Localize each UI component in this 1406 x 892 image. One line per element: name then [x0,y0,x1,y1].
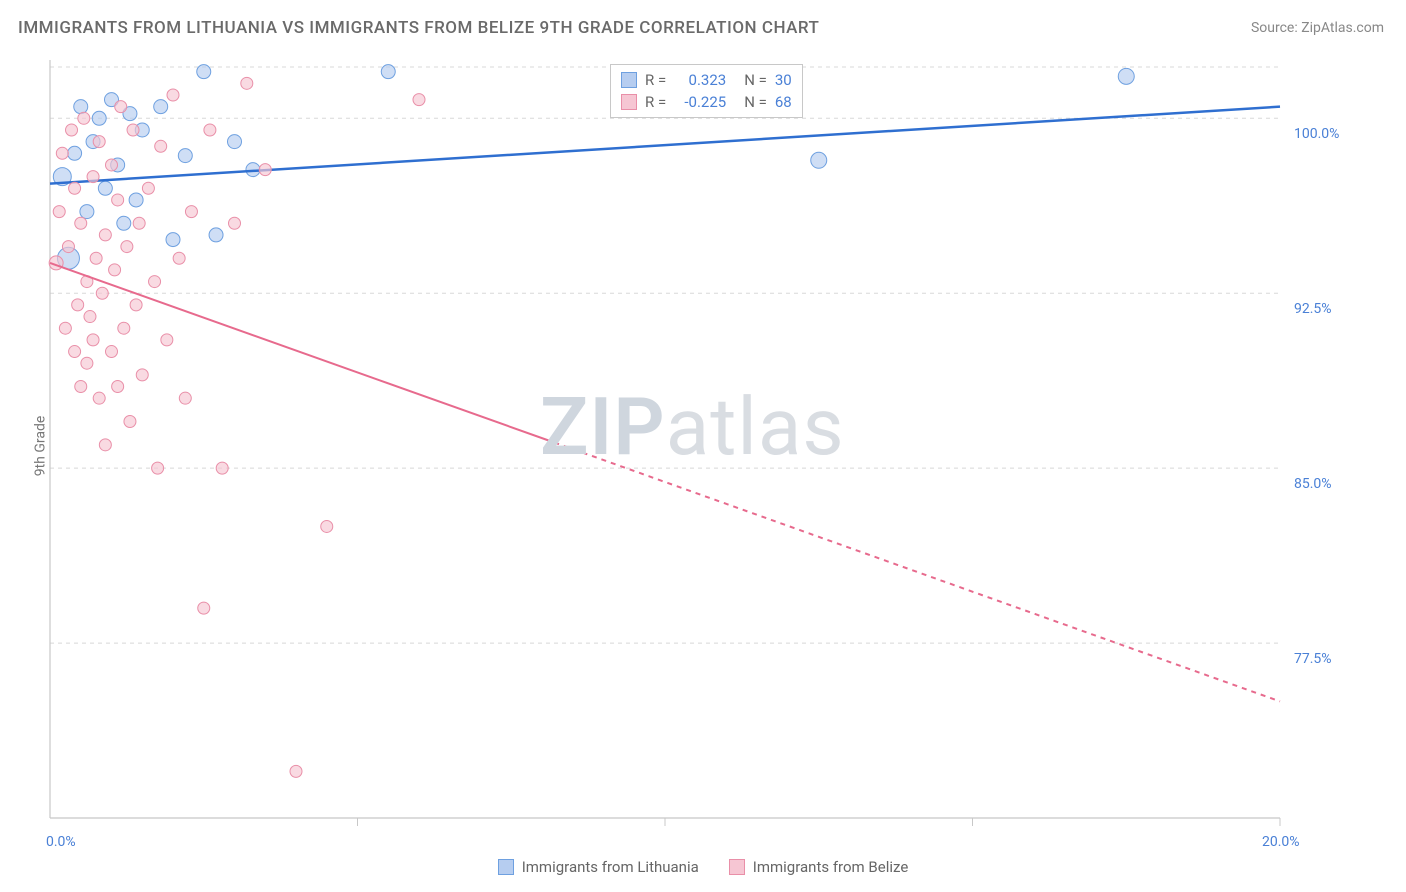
y-tick-label: 92.5% [1294,301,1332,317]
bottom-legend-item: Immigrants from Belize [729,858,909,876]
legend-n-value: 68 [775,93,792,111]
legend-swatch [621,72,637,88]
bottom-legend-label: Immigrants from Lithuania [522,858,699,876]
legend-r-label: R = [645,71,666,89]
legend-stats-box: R = 0.323 N = 30 R = -0.225 N = 68 [610,64,803,118]
bottom-legend-label: Immigrants from Belize [753,858,909,876]
legend-swatch [621,94,637,110]
legend-n-value: 30 [775,71,792,89]
scatter-plot-svg [50,60,1280,818]
legend-n-label: N = [744,71,767,89]
y-tick-label: 100.0% [1294,126,1339,142]
legend-r-value: 0.323 [674,71,726,89]
legend-swatch [498,859,514,875]
legend-n-label: N = [744,93,767,111]
plot-area: ZIPatlas R =0.323N =30R =-0.225N =68 77.… [50,60,1386,832]
source-label: Source: ZipAtlas.com [1251,20,1384,36]
x-tick-label: 20.0% [1262,834,1300,850]
y-tick-label: 77.5% [1294,651,1332,667]
legend-r-value: -0.225 [674,93,726,111]
legend-stats-row: R = -0.225 N = 68 [621,91,792,113]
bottom-legend: Immigrants from Lithuania Immigrants from… [0,858,1406,876]
y-tick-label: 85.0% [1294,476,1332,492]
chart-title: IMMIGRANTS FROM LITHUANIA VS IMMIGRANTS … [18,18,819,38]
y-axis-label: 9th Grade [32,416,48,477]
legend-r-label: R = [645,93,666,111]
legend-swatch [729,859,745,875]
bottom-legend-item: Immigrants from Lithuania [498,858,699,876]
legend-stats-row: R = 0.323 N = 30 [621,69,792,91]
chart-container: IMMIGRANTS FROM LITHUANIA VS IMMIGRANTS … [0,0,1406,892]
x-tick-label: 0.0% [46,834,76,850]
